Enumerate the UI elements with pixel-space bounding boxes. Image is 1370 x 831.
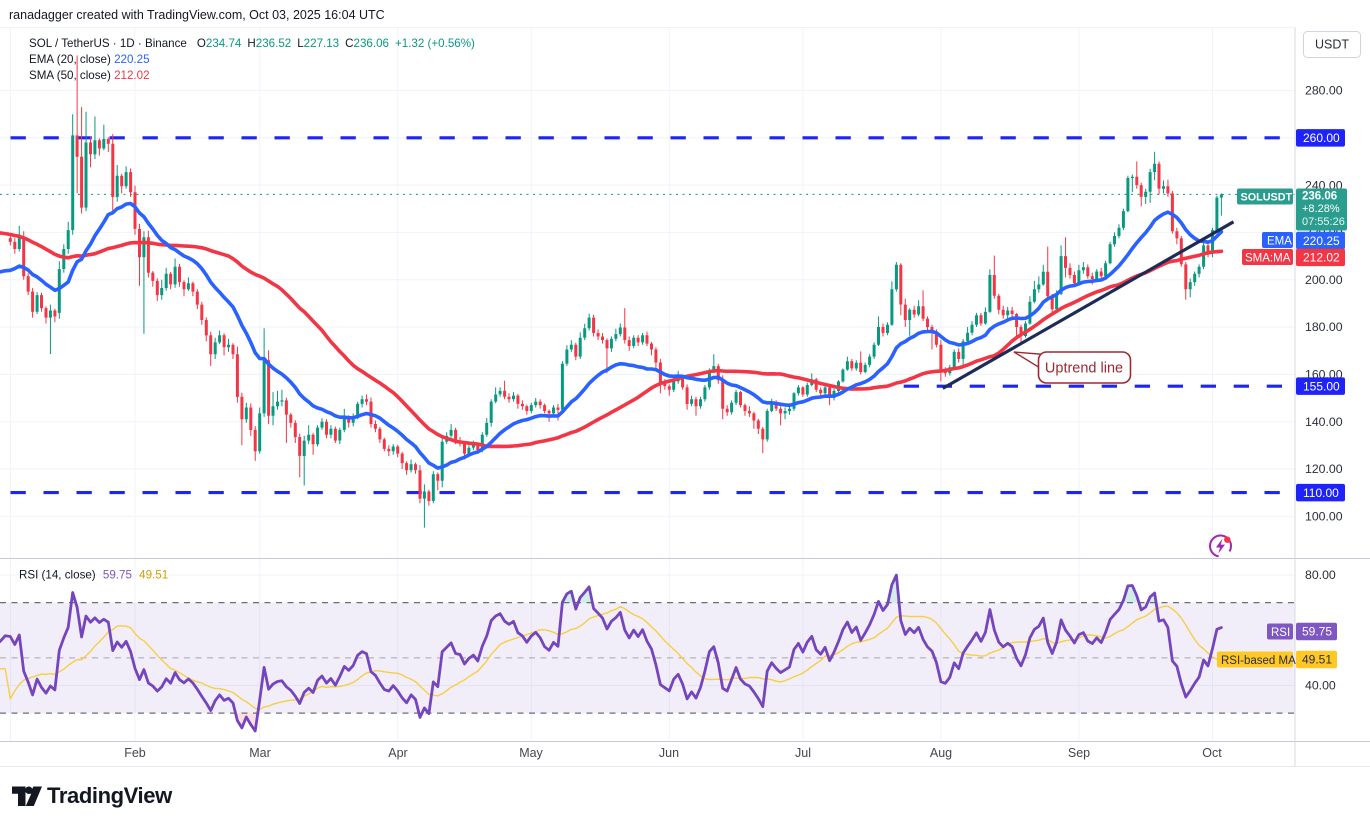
svg-text:Sep: Sep [1068, 746, 1090, 760]
svg-text:120.00: 120.00 [1305, 462, 1343, 476]
svg-text:RSI (14, close) 59.75 49.51: RSI (14, close) 59.75 49.51 [19, 569, 168, 582]
svg-text:RSI-based MA: RSI-based MA [1221, 655, 1296, 667]
svg-text:07:55:26: 07:55:26 [1302, 216, 1345, 228]
svg-text:ranadagger created with Tradin: ranadagger created with TradingView.com,… [9, 8, 385, 22]
svg-text:Uptrend line: Uptrend line [1045, 361, 1123, 377]
svg-text:260.00: 260.00 [1303, 131, 1340, 145]
svg-text:140.00: 140.00 [1305, 415, 1343, 429]
svg-text:155.00: 155.00 [1303, 379, 1340, 393]
svg-text:220.25: 220.25 [1303, 234, 1340, 248]
svg-text:100.00: 100.00 [1305, 510, 1343, 524]
svg-text:180.00: 180.00 [1305, 320, 1343, 334]
svg-text:236.06: 236.06 [1302, 191, 1337, 203]
svg-text:59.75: 59.75 [1302, 625, 1332, 639]
svg-text:280.00: 280.00 [1305, 84, 1343, 98]
svg-text:Feb: Feb [124, 746, 146, 760]
svg-text:Oct: Oct [1202, 746, 1222, 760]
svg-text:May: May [519, 746, 543, 760]
svg-text:RSI: RSI [1271, 627, 1290, 639]
svg-text:SOLUSDT: SOLUSDT [1241, 192, 1293, 204]
svg-text:EMA (20, close) 220.25: EMA (20, close) 220.25 [29, 53, 150, 66]
svg-text:Apr: Apr [388, 746, 407, 760]
svg-text:200.00: 200.00 [1305, 273, 1343, 287]
svg-text:80.00: 80.00 [1305, 568, 1336, 582]
svg-text:+8.28%: +8.28% [1302, 203, 1340, 215]
svg-text:40.00: 40.00 [1305, 679, 1336, 693]
svg-text:EMA: EMA [1267, 235, 1292, 247]
svg-text:110.00: 110.00 [1303, 486, 1339, 500]
svg-text:212.02: 212.02 [1303, 251, 1340, 265]
svg-text:TradingView: TradingView [47, 783, 173, 808]
svg-text:Aug: Aug [930, 746, 952, 760]
svg-text:Mar: Mar [249, 746, 271, 760]
svg-text:Jul: Jul [795, 746, 811, 760]
svg-text:SMA:MA: SMA:MA [1245, 252, 1291, 264]
svg-text:USDT: USDT [1315, 38, 1349, 52]
svg-text:Jun: Jun [659, 746, 679, 760]
svg-text:SMA (50, close) 212.02: SMA (50, close) 212.02 [29, 69, 150, 82]
svg-text:49.51: 49.51 [1302, 653, 1332, 667]
